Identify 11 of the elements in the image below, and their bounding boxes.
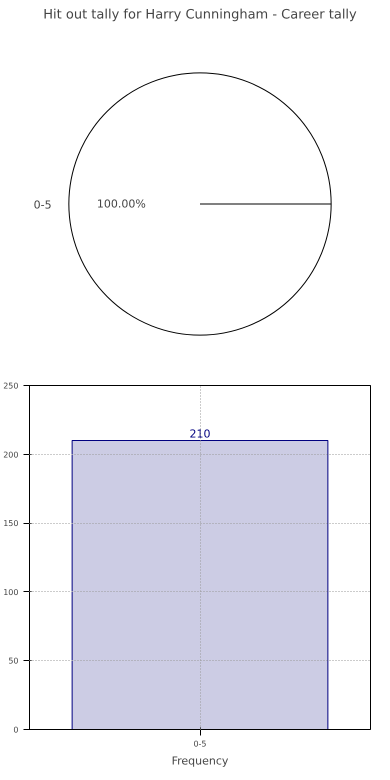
slice-label: 0-5 [34,198,52,212]
chart-title: Hit out tally for Harry Cunningham - Career tally [43,8,358,22]
y-tick-label: 250 [3,382,19,390]
y-tick-label: 0 [13,726,19,734]
data-label: 100.00% [96,198,146,210]
x-axis-title: Frequency [172,754,229,768]
y-tick-label: 100 [3,588,19,597]
y-tick-label: 50 [8,656,19,666]
y-tick-label: 150 [3,519,19,528]
y-tick-label: 200 [3,450,19,460]
data-label: 210 [190,428,210,441]
